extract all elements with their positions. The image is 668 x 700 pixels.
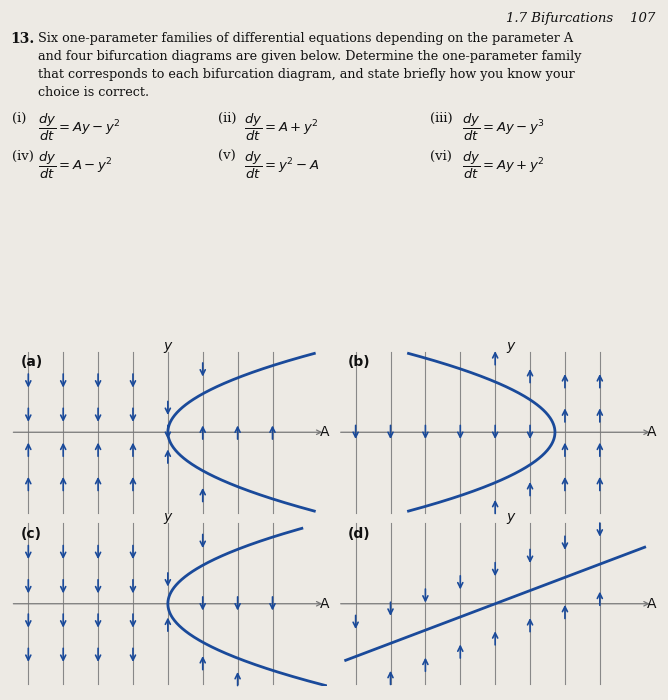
Text: A: A xyxy=(647,425,657,440)
Text: y: y xyxy=(164,339,172,353)
Text: $\dfrac{dy}{dt} = A - y^2$: $\dfrac{dy}{dt} = A - y^2$ xyxy=(38,150,113,181)
Text: (v): (v) xyxy=(218,150,236,163)
Text: A: A xyxy=(647,596,657,610)
Text: (d): (d) xyxy=(348,526,371,540)
Text: A: A xyxy=(320,425,329,440)
Text: $\dfrac{dy}{dt} = Ay - y^2$: $\dfrac{dy}{dt} = Ay - y^2$ xyxy=(38,112,121,143)
Text: y: y xyxy=(506,339,514,353)
Text: (i): (i) xyxy=(12,112,26,125)
Text: that corresponds to each bifurcation diagram, and state briefly how you know you: that corresponds to each bifurcation dia… xyxy=(38,68,574,81)
Text: $\dfrac{dy}{dt} = y^2 - A$: $\dfrac{dy}{dt} = y^2 - A$ xyxy=(244,150,319,181)
Text: (iii): (iii) xyxy=(430,112,453,125)
Text: choice is correct.: choice is correct. xyxy=(38,86,149,99)
Text: y: y xyxy=(164,510,172,524)
Text: 13.: 13. xyxy=(10,32,34,46)
Text: (iv): (iv) xyxy=(12,150,34,163)
Text: (ii): (ii) xyxy=(218,112,236,125)
Text: (b): (b) xyxy=(348,355,371,369)
Text: 1.7 Bifurcations    107: 1.7 Bifurcations 107 xyxy=(506,12,655,25)
Text: Six one-parameter families of differential equations depending on the parameter : Six one-parameter families of differenti… xyxy=(38,32,573,45)
Text: (a): (a) xyxy=(21,355,43,369)
Text: $\dfrac{dy}{dt} = A + y^2$: $\dfrac{dy}{dt} = A + y^2$ xyxy=(244,112,319,143)
Text: A: A xyxy=(320,596,329,610)
Text: $\dfrac{dy}{dt} = Ay + y^2$: $\dfrac{dy}{dt} = Ay + y^2$ xyxy=(462,150,544,181)
Text: and four bifurcation diagrams are given below. Determine the one-parameter famil: and four bifurcation diagrams are given … xyxy=(38,50,582,63)
Text: y: y xyxy=(506,510,514,524)
Text: (c): (c) xyxy=(21,526,42,540)
Text: $\dfrac{dy}{dt} = Ay - y^3$: $\dfrac{dy}{dt} = Ay - y^3$ xyxy=(462,112,545,143)
Text: (vi): (vi) xyxy=(430,150,452,163)
